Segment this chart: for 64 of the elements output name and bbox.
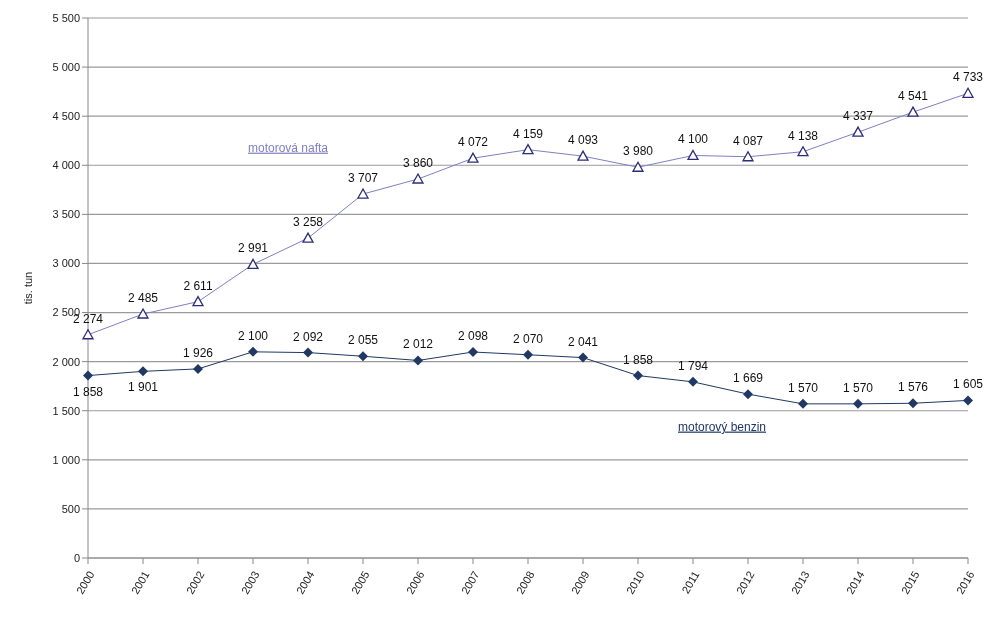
data-label: 1 576 [897, 380, 929, 395]
data-label: 1 858 [622, 352, 654, 367]
data-label: 2 100 [237, 328, 269, 343]
text: motorová nafta [248, 140, 329, 155]
data-label: 2 092 [292, 329, 324, 344]
data-label: 1 901 [127, 380, 159, 395]
y-axis-title: tis. tun [21, 271, 34, 305]
y-tick-label: 1 500 [52, 404, 80, 417]
point [853, 398, 863, 409]
point [633, 370, 643, 381]
data-label: 2 012 [402, 337, 434, 352]
data-label: 1 794 [677, 358, 709, 373]
y-tick-label: 1 000 [52, 453, 80, 466]
point [303, 347, 313, 358]
y-tick-label: 5 000 [52, 61, 80, 73]
data-label: 4 337 [842, 109, 874, 124]
data-label: 4 138 [787, 128, 819, 143]
point [578, 352, 588, 363]
data-label: 1 570 [842, 380, 874, 395]
data-label: 2 041 [567, 334, 599, 349]
point [138, 366, 148, 377]
point [193, 363, 203, 374]
data-label: 1 570 [787, 380, 819, 395]
y-tick-label: 2 000 [52, 355, 80, 368]
data-label: 4 100 [677, 132, 709, 147]
point [523, 349, 533, 360]
data-label: 1 858 [72, 384, 104, 399]
data-label: 1 605 [952, 377, 984, 392]
data-label: 3 860 [402, 156, 434, 171]
data-label: 4 159 [512, 126, 544, 141]
point [688, 376, 698, 387]
data-label: 4 733 [952, 70, 984, 85]
point [248, 346, 258, 357]
series-label: motorový benzin [678, 419, 767, 434]
data-label: 4 087 [732, 133, 764, 148]
y-tick-label: 4 000 [52, 159, 80, 172]
point [468, 347, 478, 358]
point [358, 351, 368, 362]
point [908, 398, 918, 409]
data-label: 2 098 [457, 329, 489, 344]
data-label: 4 541 [897, 89, 929, 104]
data-label: 3 707 [347, 171, 379, 186]
y-tick-label: 500 [61, 502, 80, 515]
data-label: 4 072 [457, 135, 489, 150]
point [798, 398, 808, 409]
data-label: 2 485 [127, 291, 159, 306]
data-label: 1 669 [732, 371, 764, 386]
point [413, 355, 423, 366]
data-label: 2 070 [512, 331, 544, 346]
point [743, 389, 753, 400]
data-label: 3 980 [622, 144, 654, 159]
data-label: 2 055 [347, 333, 379, 348]
y-tick-label: 0 [73, 551, 80, 564]
data-label: 2 611 [183, 278, 213, 293]
y-tick-label: 3 000 [52, 257, 80, 270]
data-label: 3 258 [292, 215, 324, 230]
y-tick-label: 4 500 [52, 110, 80, 123]
y-tick-label: 3 500 [52, 208, 80, 221]
point [963, 395, 973, 406]
data-label: 2 991 [237, 241, 269, 256]
data-label: 4 093 [567, 133, 599, 148]
point [83, 370, 93, 381]
data-label: 1 926 [182, 345, 214, 360]
y-tick-label: 5 500 [52, 11, 80, 24]
